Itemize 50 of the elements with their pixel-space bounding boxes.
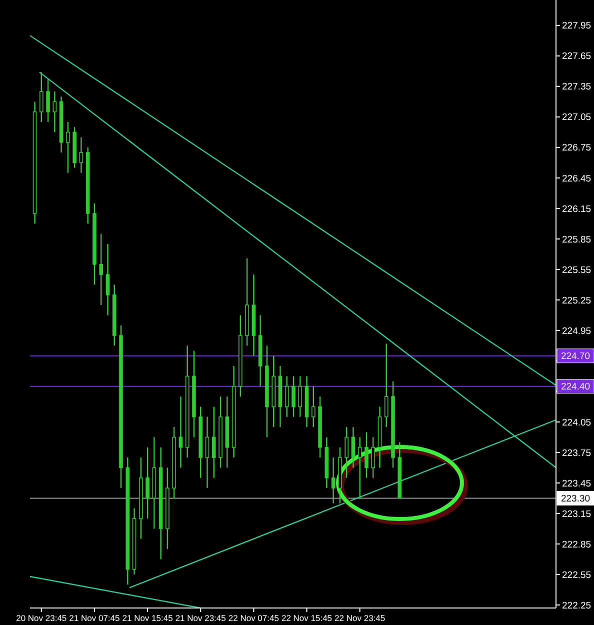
y-tick-label: 226.75 [562,142,592,154]
y-tick-label: 227.05 [562,112,592,124]
ref-line-label: 223.30 [560,494,590,505]
candlestick [371,436,376,478]
y-tick-label: 225.55 [562,264,592,276]
candlestick [106,243,110,316]
x-tick-label: 20 Nov 23:45 [16,613,67,623]
candlestick [331,456,336,504]
candlestick [298,376,302,418]
candlestick [46,78,50,123]
ref-line-label: 224.70 [560,351,590,362]
candlestick [364,432,368,478]
y-tick-label: 225.85 [562,234,592,246]
y-tick-label: 223.45 [562,478,592,490]
candlestick [66,121,70,174]
y-tick-label: 227.65 [562,51,592,62]
candlestick [284,376,289,418]
candlestick [344,426,348,478]
x-tick-label: 22 Nov 15:45 [281,613,332,623]
candlestick [99,233,103,306]
candlestick [146,446,150,520]
candlestick [312,386,316,428]
y-tick-label: 222.85 [562,539,592,550]
x-tick-label: 21 Nov 23:45 [175,613,226,623]
y-tick-label: 224.95 [562,326,592,337]
candlestick [79,136,84,174]
x-tick-label: 21 Nov 07:45 [69,613,120,623]
candlestick [212,406,216,478]
x-tick-label: 21 Nov 15:45 [122,613,174,623]
y-tick-label: 223.75 [562,448,592,459]
candlestick [52,90,57,133]
candlestick [292,376,296,418]
candlestick [358,436,362,499]
ref-line-label: 224.40 [560,382,590,393]
candlestick [39,72,44,123]
y-tick-label: 224.05 [562,417,592,428]
candlestick [205,416,210,489]
candlestick [384,343,388,428]
y-tick-label: 226.15 [562,204,592,215]
x-tick-label: 22 Nov 07:45 [228,613,280,623]
y-tick-label: 222.55 [562,570,592,581]
y-tick-label: 226.45 [562,173,592,184]
y-tick-label: 225.25 [562,295,592,306]
candlestick [351,426,356,468]
candlestick [178,396,183,468]
y-tick-label: 223.15 [562,508,592,520]
y-tick-label: 227.95 [562,20,592,32]
x-tick-label: 22 Nov 23:45 [334,613,386,623]
y-tick-label: 227.35 [562,82,592,93]
y-tick-label: 222.25 [562,600,592,612]
